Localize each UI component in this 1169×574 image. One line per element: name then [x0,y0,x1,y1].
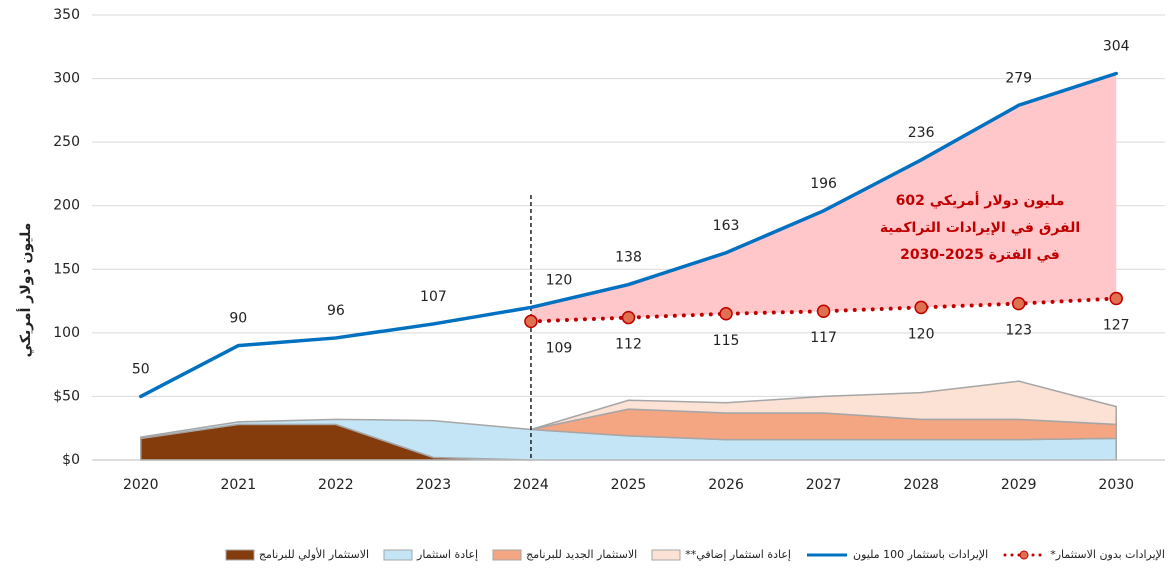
marker [621,310,636,325]
value-label: 112 [615,337,642,353]
y-tick-label: 250 [53,134,80,150]
value-label: 50 [132,361,150,377]
y-tick-label: $50 [53,388,80,404]
annotation: الفرق في الإيرادات التراكمية [880,220,1080,236]
value-label: 90 [229,311,247,327]
value-label: 304 [1103,38,1130,54]
value-label: 107 [420,289,447,305]
legend-swatch [651,549,681,560]
x-tick-label: 2024 [513,477,549,493]
legend-label: الاستثمار الجديد للبرنامج [526,548,638,561]
legend-item: الإيرادات باستثمار 100 مليون [805,548,988,561]
value-label: 109 [546,340,573,356]
x-tick-label: 2026 [708,477,744,493]
y-tick-label: $0 [62,452,80,468]
y-tick-label: 300 [53,71,80,87]
x-tick-label: 2029 [1001,477,1037,493]
legend-swatch [225,549,255,560]
value-label: 120 [908,326,935,342]
stacked-area [530,380,1117,431]
swatch-rect [492,549,522,560]
swatch-rect [225,549,255,560]
legend-item: الاستثمار الأولي للبرنامج [225,548,369,561]
legend-item: إعادة استثمار إضافي** [651,548,791,561]
y-tick-label: 200 [53,198,80,214]
value-label: 115 [713,333,740,349]
marker [719,307,733,321]
value-label: 117 [810,330,837,346]
legend-swatch [383,549,413,560]
swatch-marker [1019,550,1029,559]
x-tick-label: 2027 [806,477,842,493]
x-tick-label: 2030 [1098,477,1134,493]
x-tick-label: 2021 [220,477,256,493]
marker [816,304,831,318]
difference-shading [530,73,1117,322]
value-label: 96 [327,303,345,319]
value-label: 163 [713,218,740,234]
marker [1109,291,1123,306]
x-tick-label: 2028 [903,477,939,493]
legend-swatch [806,553,847,556]
legend-label: إعادة استثمار [417,548,479,561]
x-tick-label: 2022 [318,477,354,493]
legend-swatch [1003,550,1045,559]
x-tick-label: 2025 [611,477,647,493]
swatch-rect [383,549,413,560]
legend-item: الاستثمار الجديد للبرنامج [492,548,637,561]
chart: مليون دولار أمريكي $0 $50 100 150 200 250 300 3… [16,7,1165,493]
value-label: 120 [546,272,573,288]
legend-label: الإيرادات بدون الاستثمار* [1050,548,1165,561]
y-axis-label: مليون دولار أمريكي [16,223,34,358]
legend: الإيرادات بدون الاستثمار* الإيرادات باستث… [0,548,1165,561]
legend-item: إعادة استثمار [383,548,478,561]
marker [914,300,928,315]
y-tick-label: 350 [53,7,80,23]
legend-label: إعادة استثمار إضافي** [685,548,791,561]
marker [524,314,538,329]
line [139,71,1118,399]
x-tick-label: 2020 [123,477,159,493]
value-label: 123 [1005,323,1032,339]
legend-label: الاستثمار الأولي للبرنامج [258,548,370,561]
y-tick-label: 150 [53,261,80,277]
areas [140,380,1117,461]
annotation: 602 مليون دولار أمريكي [896,191,1065,209]
legend-item: الإيرادات بدون الاستثمار* [1002,548,1165,561]
y-tick-label: 100 [53,325,80,341]
marker [1011,296,1026,311]
legend-swatch [492,549,522,560]
value-label: 127 [1103,318,1130,334]
value-label: 196 [810,176,837,192]
value-label: 236 [908,125,935,141]
x-tick-label: 2023 [416,477,452,493]
annotation: في الفترة 2025-2030 [900,247,1060,263]
value-label: 279 [1005,70,1032,86]
legend-label: الإيرادات باستثمار 100 مليون [852,548,989,561]
swatch-rect [651,549,681,560]
value-label: 138 [615,250,642,266]
